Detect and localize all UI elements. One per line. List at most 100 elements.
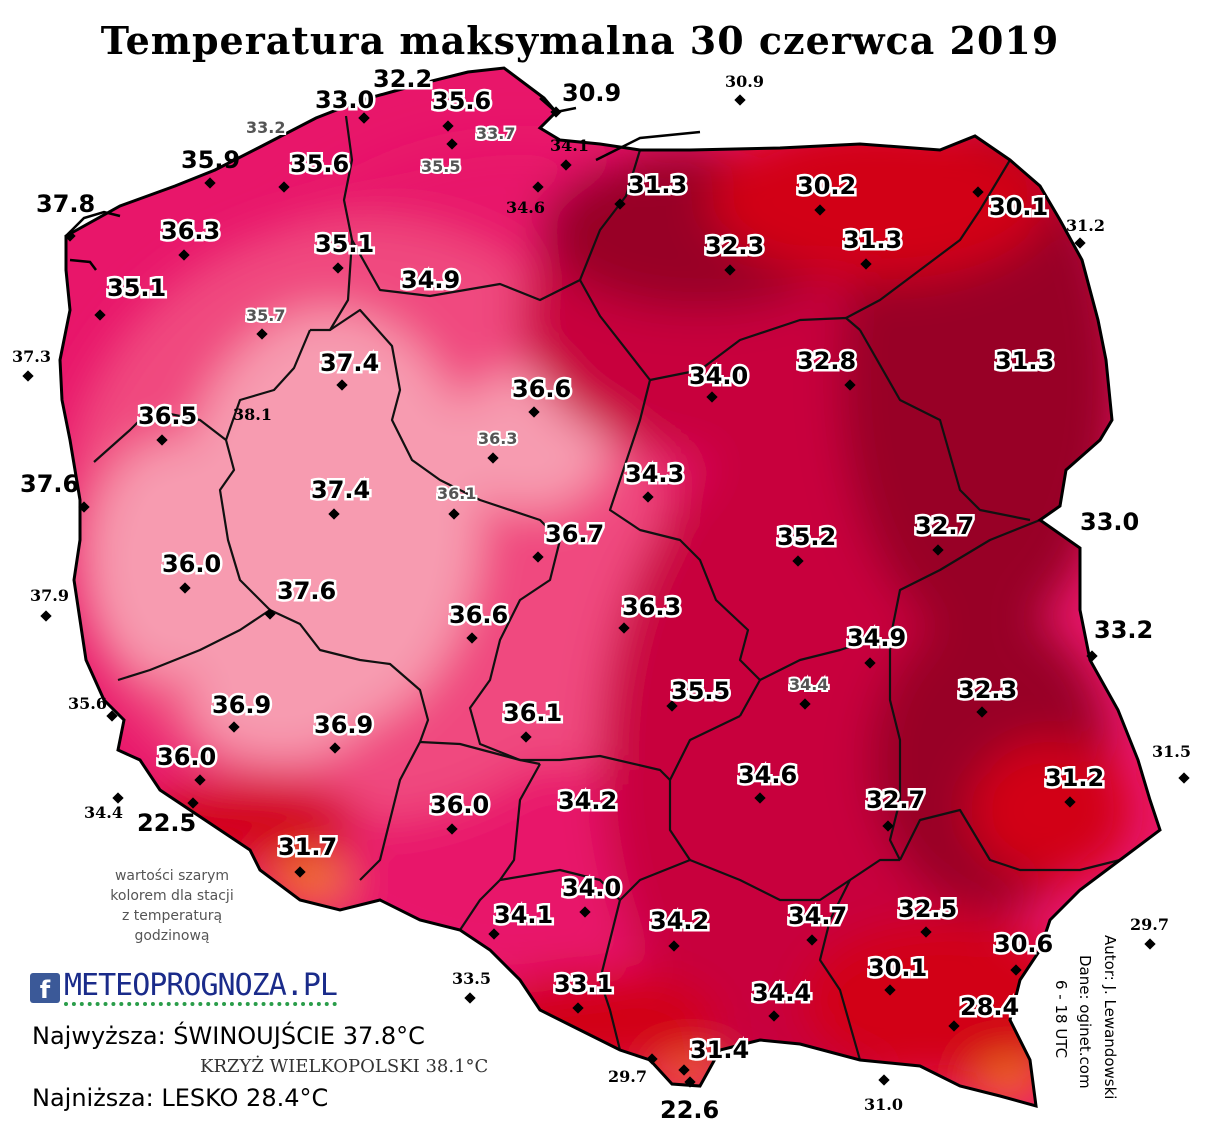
credit-author: Autor: J. Lewandowski bbox=[1101, 935, 1119, 1100]
station-value: 32.2 bbox=[373, 65, 432, 93]
station-78: 29.7 bbox=[608, 1053, 658, 1086]
station-37: 33.0 bbox=[1080, 508, 1139, 536]
station-value: 31.7 bbox=[278, 833, 337, 861]
station-value: 34.9 bbox=[401, 266, 460, 294]
station-32: 36.3 bbox=[476, 427, 519, 464]
station-marker bbox=[646, 1053, 658, 1065]
station-marker bbox=[1144, 938, 1156, 950]
station-marker bbox=[194, 774, 206, 786]
station-marker bbox=[532, 181, 544, 193]
note-line: z temperaturą bbox=[121, 908, 223, 924]
station-value: 36.0 bbox=[162, 550, 221, 578]
station-value: 35.6 bbox=[290, 150, 349, 178]
station-value: 22.6 bbox=[660, 1096, 719, 1124]
station-marker bbox=[754, 792, 766, 804]
station-value: 28.4 bbox=[960, 993, 1019, 1021]
station-value: 30.9 bbox=[725, 72, 764, 91]
station-marker bbox=[932, 544, 944, 556]
station-marker bbox=[768, 1010, 780, 1022]
station-marker bbox=[806, 934, 818, 946]
station-marker bbox=[972, 186, 984, 198]
lowest-value: LESKO 28.4°C bbox=[161, 1084, 329, 1112]
station-marker bbox=[228, 721, 240, 733]
station-value: 32.8 bbox=[797, 347, 856, 375]
station-2: 35.6 bbox=[430, 85, 494, 132]
station-marker bbox=[792, 555, 804, 567]
station-value: 34.2 bbox=[558, 787, 617, 815]
station-value: 35.9 bbox=[181, 146, 240, 174]
station-40: 35.2 bbox=[775, 521, 839, 567]
station-value: 32.5 bbox=[898, 895, 957, 923]
station-value: 36.5 bbox=[138, 402, 197, 430]
station-77: 31.4 bbox=[678, 1034, 752, 1076]
station-50: 32.3 bbox=[956, 674, 1020, 718]
station-value: 36.9 bbox=[314, 711, 373, 739]
station-value: 35.5 bbox=[671, 677, 730, 705]
station-69: 34.7 bbox=[786, 900, 850, 946]
facebook-icon[interactable]: f bbox=[30, 973, 60, 1004]
station-marker bbox=[884, 984, 896, 996]
station-value: 30.9 bbox=[562, 79, 621, 107]
station-72: 30.1 bbox=[866, 952, 930, 996]
brand-logo: f METEOPROGNOZA.PL bbox=[30, 968, 338, 1008]
station-16: 31.2 bbox=[1066, 216, 1105, 249]
station-marker bbox=[256, 328, 268, 340]
station-value: 34.7 bbox=[788, 902, 847, 930]
note-line: wartości szarym bbox=[114, 868, 230, 884]
station-value: 30.1 bbox=[989, 193, 1048, 221]
station-value: 36.1 bbox=[437, 484, 476, 503]
station-layer: 33.032.235.6 30.9 30.933.2 33.734.135.9 35.6… bbox=[12, 63, 1191, 1125]
station-22: 35.1 bbox=[94, 272, 169, 321]
station-marker bbox=[1178, 772, 1190, 784]
station-1: 32.2 bbox=[358, 63, 435, 124]
station-value: 31.2 bbox=[1045, 764, 1104, 792]
station-marker bbox=[448, 508, 460, 520]
station-12: 30.2 bbox=[795, 170, 859, 216]
note-line: kolorem dla stacji bbox=[110, 888, 234, 904]
credit-data: Dane: oginet.com bbox=[1076, 955, 1094, 1089]
station-value: 35.7 bbox=[246, 306, 285, 325]
station-value: 33.2 bbox=[246, 118, 285, 137]
station-marker bbox=[666, 700, 678, 712]
station-54: 36.9 bbox=[312, 709, 376, 754]
highest-value: ŚWINOUJŚCIE 37.8°C bbox=[173, 1022, 425, 1050]
station-marker bbox=[878, 1074, 890, 1086]
station-53: 36.1 bbox=[501, 697, 565, 743]
station-21: 34.9 bbox=[399, 264, 463, 297]
station-value: 33.7 bbox=[476, 124, 515, 143]
station-marker bbox=[724, 264, 736, 276]
station-25: 37.4 bbox=[318, 347, 382, 391]
station-value: 37.4 bbox=[320, 349, 379, 377]
station-value: 34.0 bbox=[689, 362, 748, 390]
station-value: 33.2 bbox=[1094, 616, 1153, 644]
station-44: 36.3 bbox=[618, 591, 684, 634]
station-29: 36.6 bbox=[510, 373, 574, 418]
station-value: 37.4 bbox=[311, 476, 370, 504]
station-value: 36.6 bbox=[512, 375, 571, 403]
station-marker bbox=[446, 138, 458, 150]
station-marker bbox=[488, 928, 500, 940]
station-value: 36.0 bbox=[430, 791, 489, 819]
station-value: 34.0 bbox=[562, 874, 621, 902]
station-56: 31.5 bbox=[1152, 742, 1191, 784]
highest-label: Najwyższa: bbox=[32, 1022, 166, 1050]
station-74: 33.1 bbox=[552, 968, 616, 1014]
station-value: 35.1 bbox=[107, 274, 166, 302]
station-6: 33.7 bbox=[446, 122, 517, 150]
station-marker bbox=[1064, 796, 1076, 808]
station-marker bbox=[332, 262, 344, 274]
station-63: 36.0 bbox=[428, 789, 492, 835]
station-value: 22.5 bbox=[137, 809, 196, 837]
station-13: 34.6 bbox=[506, 181, 545, 217]
station-18: 35.1 bbox=[313, 228, 377, 274]
station-value: 31.2 bbox=[1066, 216, 1105, 235]
station-52: 36.9 bbox=[210, 689, 274, 733]
station-value: 30.2 bbox=[797, 172, 856, 200]
station-80: 22.6 bbox=[660, 1076, 719, 1124]
station-marker bbox=[187, 797, 199, 809]
station-marker bbox=[1074, 237, 1086, 249]
station-value: 36.1 bbox=[503, 699, 562, 727]
station-value: 36.3 bbox=[478, 429, 517, 448]
station-value: 37.3 bbox=[12, 347, 51, 366]
station-71: 30.6 bbox=[992, 928, 1056, 976]
